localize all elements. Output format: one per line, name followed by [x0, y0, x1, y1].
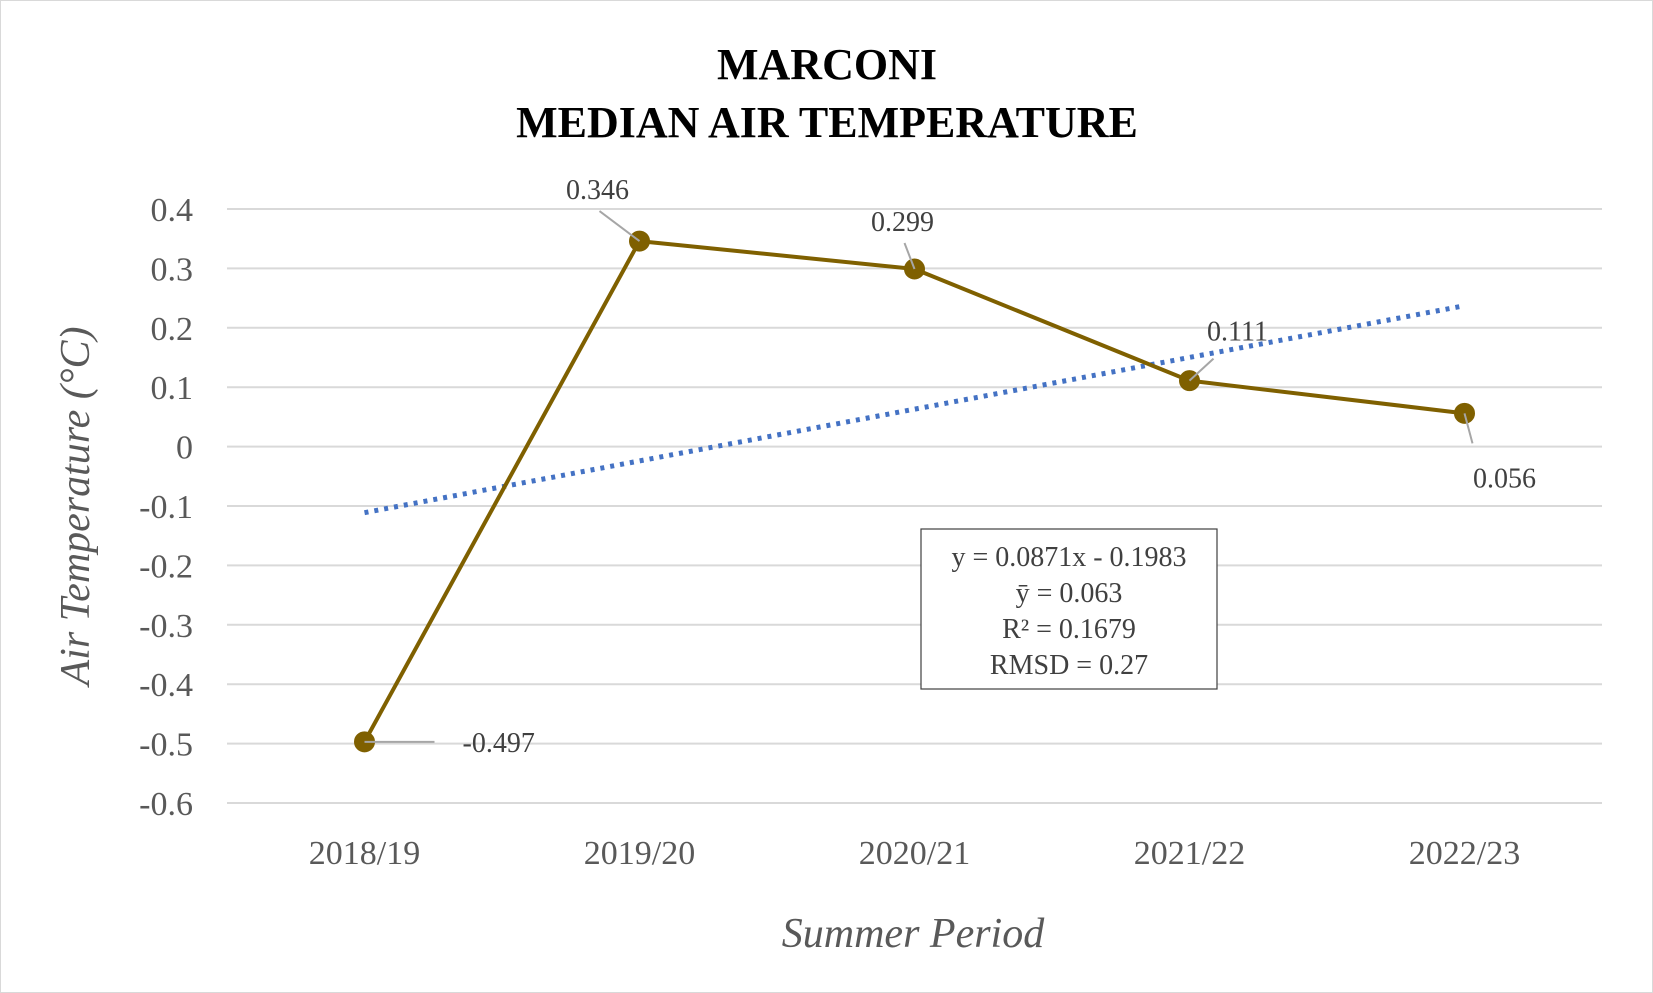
leader-line [1463, 413, 1474, 444]
leader-line [1188, 357, 1215, 382]
stats-box: y = 0.0871x - 0.1983 ȳ = 0.063 R² = 0.16… [920, 528, 1218, 690]
y-tick-label: 0.3 [151, 251, 194, 288]
y-tick-label: -0.4 [139, 667, 193, 704]
data-label: 0.299 [871, 207, 934, 238]
leader-line [903, 242, 916, 270]
data-label: 0.056 [1473, 463, 1536, 494]
y-axis-label: Air Temperature (°C) [53, 326, 99, 688]
chart-title-line-1: MARCONI [717, 40, 937, 89]
data-label: 0.346 [566, 175, 629, 206]
x-tick-label: 2020/21 [859, 835, 970, 872]
y-tick-label: 0 [176, 430, 193, 467]
y-tick-label: 0.4 [151, 192, 194, 229]
y-tick-label: -0.3 [139, 608, 193, 645]
y-tick-label: -0.6 [139, 786, 193, 823]
stats-r-squared: R² = 0.1679 [1002, 614, 1136, 645]
stats-rmsd: RMSD = 0.27 [990, 650, 1148, 681]
x-tick-label: 2021/22 [1134, 835, 1245, 872]
y-tick-label: 0.1 [151, 370, 194, 407]
y-tick-label: -0.2 [139, 548, 193, 585]
leader-line [598, 210, 641, 242]
x-tick-label: 2022/23 [1409, 835, 1520, 872]
stats-box-border [920, 528, 1218, 690]
y-tick-label: -0.5 [139, 727, 193, 764]
y-tick-label: -0.1 [139, 489, 193, 526]
series-line [362, 239, 1465, 743]
markers-layer [354, 230, 1475, 753]
gridlines [227, 208, 1602, 804]
series-layer [362, 239, 1465, 743]
data-label: 0.111 [1207, 317, 1268, 348]
trendline [364, 303, 1465, 516]
tick-labels-layer: 0.4 0.3 0.2 0.1 0 -0.1 -0.2 -0.3 -0.4 -0.5 -0.6 201… [139, 192, 1520, 872]
y-tick-label: 0.2 [151, 311, 194, 348]
stats-equation: y = 0.0871x - 0.1983 [951, 542, 1186, 573]
trendline-layer [364, 303, 1465, 516]
data-labels-layer: -0.497 0.346 0.299 0.111 0.056 [364, 175, 1536, 759]
data-label: -0.497 [463, 728, 535, 759]
stats-mean: ȳ = 0.063 [1016, 578, 1123, 609]
chart-title-line-2: MEDIAN AIR TEMPERATURE [516, 98, 1138, 147]
x-axis-label: Summer Period [782, 911, 1045, 957]
x-tick-label: 2018/19 [309, 835, 420, 872]
x-tick-label: 2019/20 [584, 835, 695, 872]
